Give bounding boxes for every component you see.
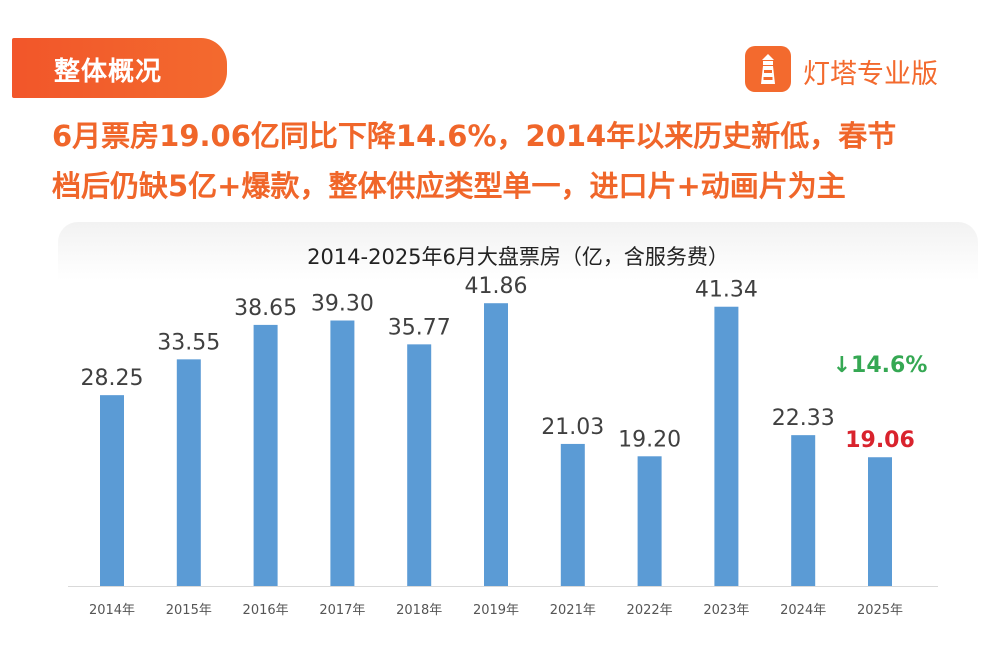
data-label-2015年: 33.55	[157, 330, 220, 355]
data-label-2023年: 41.34	[695, 278, 758, 303]
headline-line-1: 6月票房19.06亿同比下降14.6%，2014年以来历史新低，春节	[52, 119, 897, 153]
bar-2024年	[791, 435, 816, 586]
bar-chart: 2014-2025年6月大盘票房（亿，含服务费） 28.25 2014年 33.55…	[68, 245, 938, 618]
headline: 6月票房19.06亿同比下降14.6%，2014年以来历史新低，春节 档后仍缺5…	[52, 111, 992, 211]
bar-2015年	[176, 359, 201, 586]
data-label-2025年: 19.06	[845, 428, 915, 453]
x-tick-label-2014年: 2014年	[89, 603, 135, 618]
data-label-2018年: 35.77	[388, 315, 451, 340]
headline-line-2: 档后仍缺5亿+爆款，整体供应类型单一，进口片+动画片为主	[52, 169, 846, 203]
x-tick-label-2025年: 2025年	[857, 603, 903, 618]
chart-title: 2014-2025年6月大盘票房（亿，含服务费）	[307, 245, 729, 269]
x-tick-label-2018年: 2018年	[396, 603, 442, 618]
data-label-2024年: 22.33	[772, 406, 835, 431]
brand-name: 灯塔专业版	[803, 59, 938, 90]
bar-2019年	[484, 303, 508, 586]
data-label-2017年: 39.30	[311, 292, 374, 317]
bar-2017年	[330, 320, 355, 586]
yoy-change-annotation: ↓14.6%	[833, 353, 928, 378]
x-tick-label-2023年: 2023年	[703, 603, 749, 618]
x-tick-label-2016年: 2016年	[243, 603, 289, 618]
x-tick-label-2021年: 2021年	[550, 603, 596, 618]
x-tick-label-2017年: 2017年	[319, 603, 365, 618]
bar-2021年	[560, 443, 585, 586]
lighthouse-icon	[745, 46, 791, 92]
x-tick-label-2022年: 2022年	[627, 603, 673, 618]
bar-2023年	[714, 306, 739, 586]
section-tag: 整体概况	[12, 38, 227, 98]
section-tag-label: 整体概况	[54, 57, 163, 87]
data-label-2016年: 38.65	[234, 296, 297, 321]
data-label-2021年: 21.03	[541, 415, 604, 440]
x-tick-label-2015年: 2015年	[166, 603, 212, 618]
bar-2014年	[100, 395, 124, 586]
bar-2025年	[868, 457, 892, 586]
data-label-2022年: 19.20	[618, 427, 681, 452]
bar-2016年	[253, 324, 278, 586]
bar-2022年	[637, 456, 662, 586]
data-label-2019年: 41.86	[465, 274, 528, 299]
data-label-2014年: 28.25	[81, 366, 144, 391]
x-tick-label-2024年: 2024年	[780, 603, 826, 618]
brand-logo-block: 灯塔专业版	[745, 46, 975, 92]
chart-panel: 2014-2025年6月大盘票房（亿，含服务费） 28.25 2014年 33.55…	[58, 222, 978, 640]
bar-2018年	[407, 344, 432, 586]
x-tick-label-2019年: 2019年	[473, 603, 519, 618]
